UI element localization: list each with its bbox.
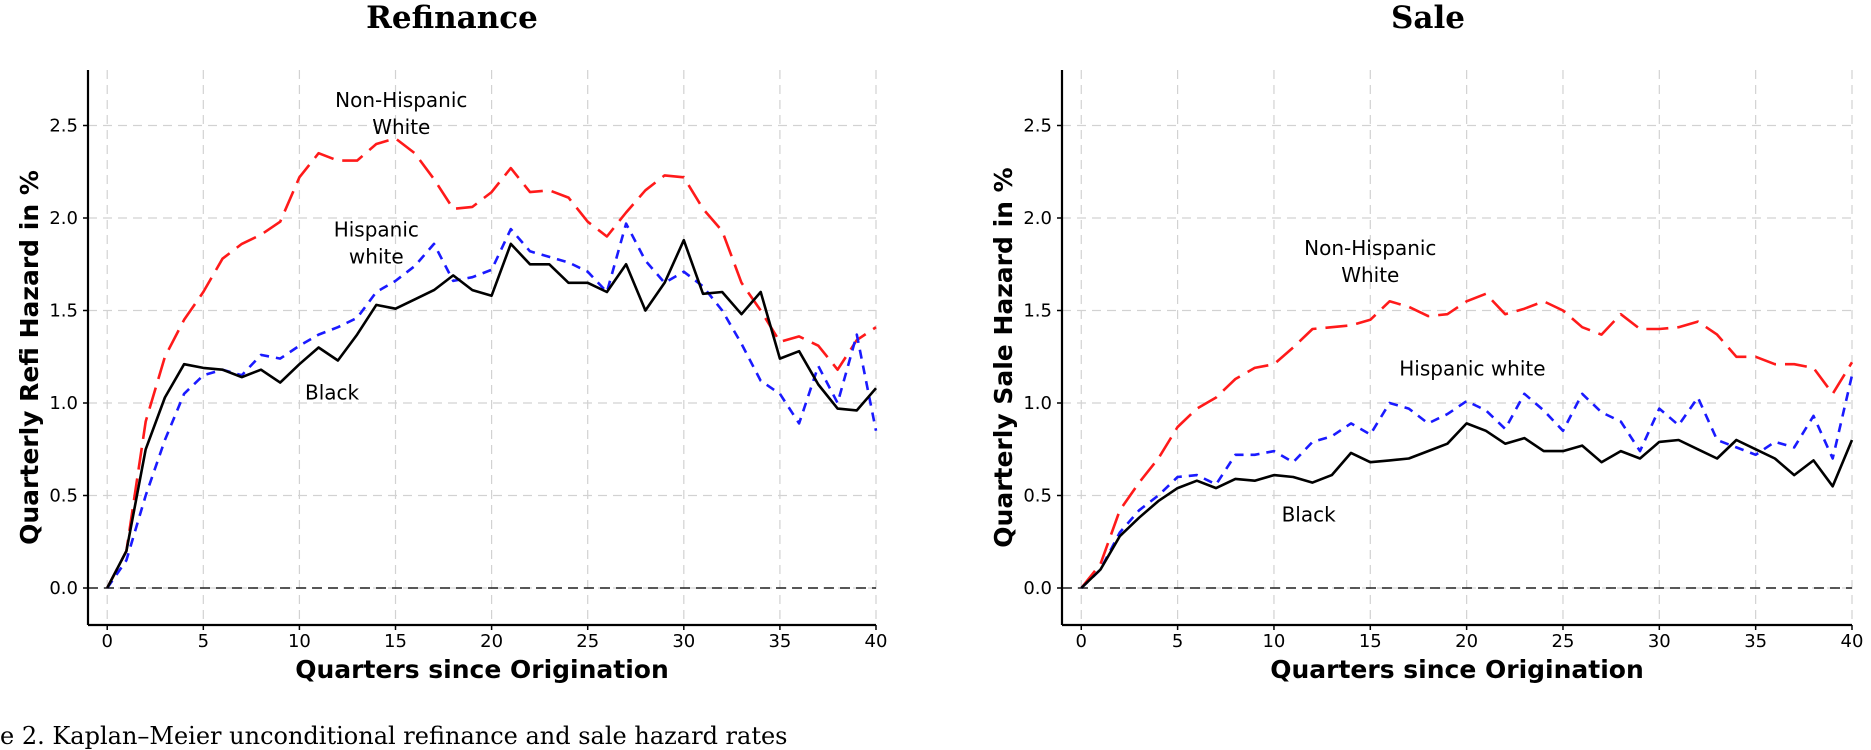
series-annotation: Hispanic white bbox=[334, 218, 419, 269]
y-tick-label: 1.0 bbox=[1023, 393, 1052, 414]
x-tick-label: 20 bbox=[1455, 631, 1478, 652]
x-tick-label: 15 bbox=[1359, 631, 1382, 652]
y-tick-label: 2.0 bbox=[1023, 208, 1052, 229]
series-annotation: Non-Hispanic White bbox=[335, 88, 467, 139]
x-tick-label: 5 bbox=[198, 631, 209, 652]
y-tick-label: 1.5 bbox=[49, 301, 78, 322]
x-tick-label: 0 bbox=[1076, 631, 1087, 652]
series-annotation-line: Black bbox=[305, 380, 360, 404]
x-axis-label: Quarters since Origination bbox=[1270, 655, 1644, 684]
y-tick-label: 2.5 bbox=[49, 116, 78, 137]
series-annotation: Black bbox=[305, 380, 360, 404]
series-annotation: Non-Hispanic White bbox=[1304, 236, 1436, 287]
series-line-black bbox=[106, 238, 877, 589]
chart-panel-1: Refinance 0 5 10 15 20 25 30 35 40 0.0 0.5 1.0 1.5 2.0… bbox=[15, 0, 887, 684]
y-tick-label: 1.0 bbox=[49, 393, 78, 414]
x-tick-label: 20 bbox=[480, 631, 503, 652]
chart-title: Refinance bbox=[366, 0, 538, 36]
series-line-black bbox=[1080, 422, 1854, 589]
y-tick-label: 1.5 bbox=[1023, 301, 1052, 322]
series-annotation: Hispanic white bbox=[1399, 356, 1545, 380]
x-tick-label: 5 bbox=[1172, 631, 1183, 652]
x-tick-label: 40 bbox=[1841, 631, 1864, 652]
series-annotation-line: Non-Hispanic bbox=[335, 88, 467, 112]
x-tick-label: 15 bbox=[384, 631, 407, 652]
x-tick-label: 40 bbox=[865, 631, 888, 652]
series-line-non-hispanic-white bbox=[106, 137, 877, 589]
y-axis-label: Quarterly Refi Hazard in % bbox=[15, 170, 44, 545]
series-line-hispanic-white bbox=[1080, 375, 1854, 589]
series-annotation-line: Hispanic bbox=[334, 218, 419, 242]
y-tick-label: 2.0 bbox=[49, 208, 78, 229]
x-tick-label: 25 bbox=[1552, 631, 1575, 652]
chart-panel-2: Sale 0 5 10 15 20 25 30 35 40 0.0 0.5 1.0 1.5 2.0 2.5 Qu… bbox=[989, 0, 1863, 684]
y-tick-label: 0.0 bbox=[49, 578, 78, 599]
series-annotation-line: Black bbox=[1282, 502, 1337, 526]
y-axis-label: Quarterly Sale Hazard in % bbox=[989, 167, 1018, 547]
y-tick-label: 0.5 bbox=[49, 486, 78, 507]
series-annotation-line: Hispanic white bbox=[1399, 356, 1545, 380]
x-tick-label: 30 bbox=[672, 631, 695, 652]
series-annotation: Black bbox=[1282, 502, 1337, 526]
series-annotation-line: Non-Hispanic bbox=[1304, 236, 1436, 260]
x-tick-label: 10 bbox=[1262, 631, 1285, 652]
x-axis-label: Quarters since Origination bbox=[295, 655, 669, 684]
y-tick-label: 0.5 bbox=[1023, 486, 1052, 507]
figure-caption: e 2. Kaplan–Meier unconditional refinanc… bbox=[0, 722, 788, 750]
x-tick-label: 10 bbox=[288, 631, 311, 652]
y-tick-label: 2.5 bbox=[1023, 116, 1052, 137]
chart-title: Sale bbox=[1391, 0, 1465, 36]
x-tick-label: 35 bbox=[1744, 631, 1767, 652]
x-tick-label: 0 bbox=[101, 631, 112, 652]
series-annotation-line: White bbox=[372, 115, 430, 139]
series-line-non-hispanic-white bbox=[1080, 292, 1854, 589]
series-annotation-line: white bbox=[349, 245, 404, 269]
x-tick-label: 35 bbox=[768, 631, 791, 652]
series-annotation-line: White bbox=[1341, 263, 1399, 287]
y-tick-label: 0.0 bbox=[1023, 578, 1052, 599]
x-tick-label: 30 bbox=[1648, 631, 1671, 652]
x-tick-label: 25 bbox=[576, 631, 599, 652]
